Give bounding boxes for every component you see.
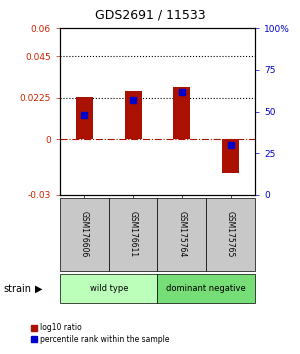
Text: GSM176606: GSM176606 bbox=[80, 211, 89, 258]
Text: dominant negative: dominant negative bbox=[167, 284, 246, 293]
Legend: log10 ratio, percentile rank within the sample: log10 ratio, percentile rank within the … bbox=[28, 320, 172, 347]
Bar bbox=[173, 87, 190, 139]
Text: GDS2691 / 11533: GDS2691 / 11533 bbox=[95, 9, 205, 22]
Text: wild type: wild type bbox=[89, 284, 128, 293]
Bar bbox=[124, 91, 142, 139]
Text: strain: strain bbox=[3, 284, 31, 293]
Text: GSM176611: GSM176611 bbox=[129, 211, 138, 258]
Text: ▶: ▶ bbox=[35, 284, 43, 293]
Bar bbox=[76, 97, 93, 139]
Text: GSM175765: GSM175765 bbox=[226, 211, 235, 258]
Bar bbox=[222, 139, 239, 172]
Text: GSM175764: GSM175764 bbox=[177, 211, 186, 258]
